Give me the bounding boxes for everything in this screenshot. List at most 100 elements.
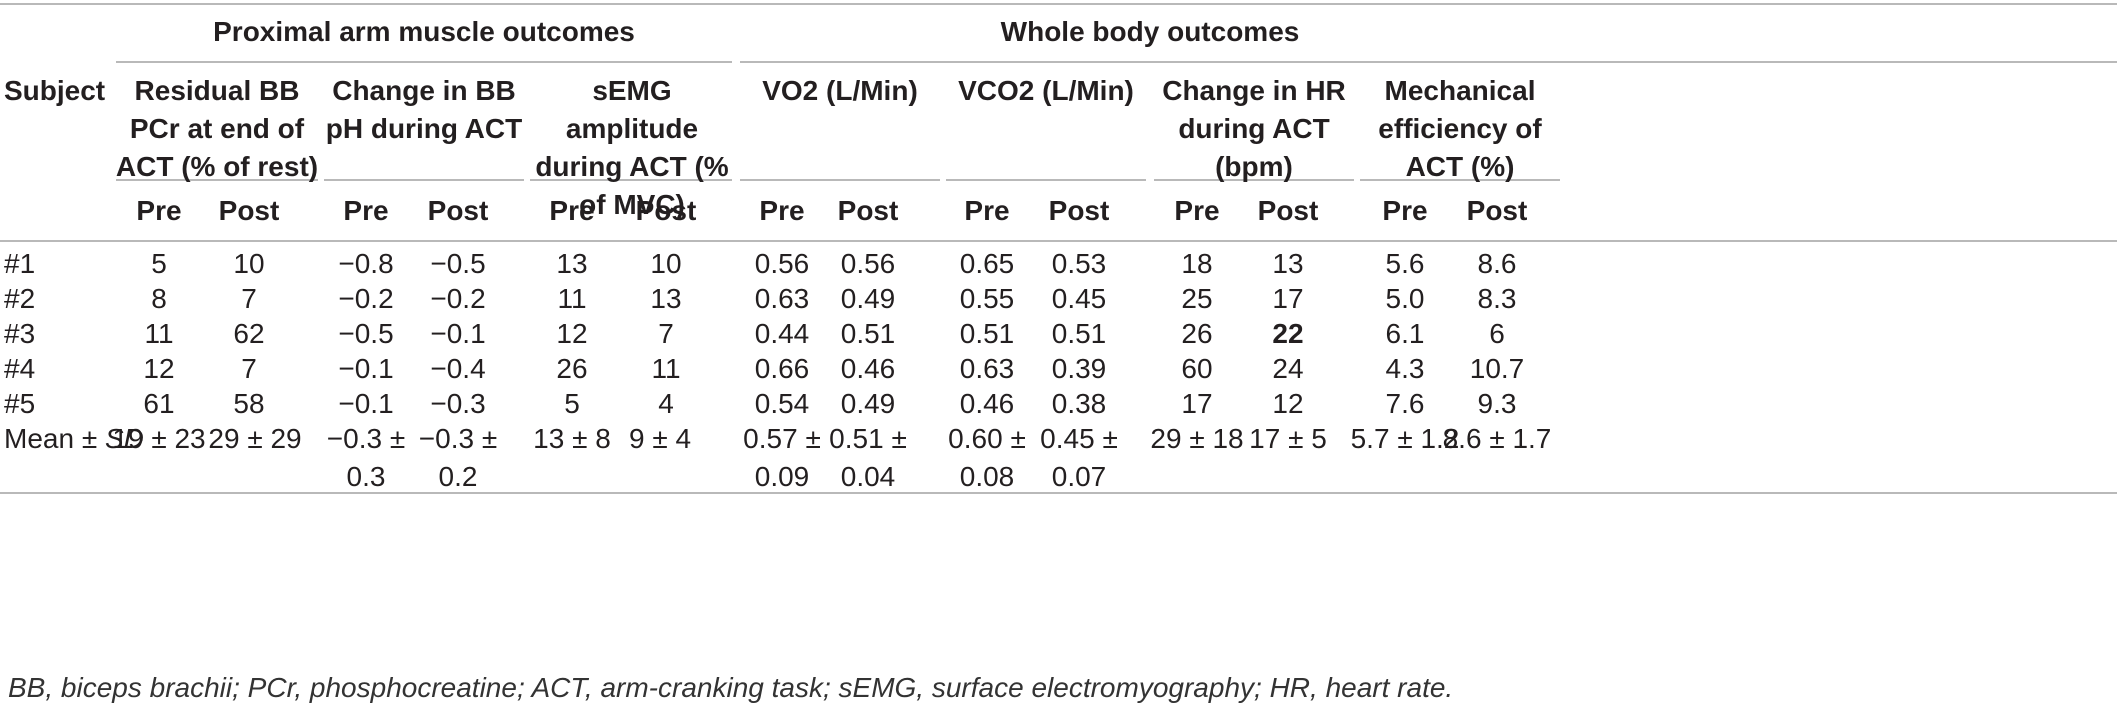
mean-cell-line: 29 ± 29 (208, 423, 302, 454)
mean-cell-line: 0.51 ± (829, 423, 907, 454)
value-cell: 13 (556, 248, 588, 279)
mean-cell-line: 17 ± 5 (1249, 423, 1327, 454)
mean-cell: 9 ± 4 (629, 420, 691, 458)
value-cell: 60 (1181, 353, 1213, 384)
mean-cell-line: 29 ± 18 (1150, 423, 1244, 454)
mean-cell-line: 9 ± 4 (628, 423, 692, 454)
mean-cell: 29 ± 29 (208, 420, 301, 458)
value-cell: 10.7 (1469, 353, 1525, 384)
mean-cell-line: 0.08 (959, 461, 1015, 492)
subject-header: Subject (4, 75, 106, 106)
value-cell: 0.66 (754, 353, 810, 384)
value-cell: 0.51 (959, 318, 1015, 349)
value-cell: −0.3 (430, 388, 486, 419)
mean-cell-line: 13 ± 8 (533, 423, 611, 454)
group-header-whole: Whole body outcomes (1000, 16, 1300, 47)
col-underline-2 (324, 179, 524, 181)
pre-header: Pre (549, 195, 595, 226)
value-cell: 0.53 (1051, 248, 1107, 279)
value-cell: 12 (1272, 388, 1304, 419)
value-cell: 12 (143, 353, 175, 384)
value-cell: 5.6 (1385, 248, 1425, 279)
mean-cell: 17 ± 5 (1249, 420, 1327, 458)
pre-header: Pre (964, 195, 1010, 226)
col-underline-4 (740, 179, 940, 181)
value-cell: 61 (143, 388, 175, 419)
post-header: Post (1048, 195, 1110, 226)
mean-cell: 5.7 ± 1.2 (1351, 420, 1460, 458)
value-cell: 18 (1181, 248, 1213, 279)
mean-cell-line: 0.45 ± (1040, 423, 1118, 454)
value-cell: 5 (151, 248, 167, 279)
group-header-proximal: Proximal arm muscle outcomes (213, 16, 635, 47)
pre-header: Pre (136, 195, 182, 226)
value-cell: −0.5 (430, 248, 486, 279)
value-cell: 13 (1272, 248, 1304, 279)
mean-cell-line: 0.60 ± (948, 423, 1026, 454)
pre-header: Pre (759, 195, 805, 226)
value-cell: −0.4 (430, 353, 486, 384)
pre-header: Pre (1174, 195, 1220, 226)
mean-cell: 29 ± 18 (1150, 420, 1243, 458)
mean-cell: −0.3 ± 0.3 (327, 420, 405, 496)
value-cell: 62 (233, 318, 265, 349)
value-cell: 0.51 (840, 318, 896, 349)
value-cell: 6 (1489, 318, 1505, 349)
post-header: Post (427, 195, 489, 226)
value-cell: 8.3 (1477, 283, 1517, 314)
mean-cell: 0.51 ± 0.04 (829, 420, 907, 496)
mean-cell-line: 5.7 ± 1.2 (1350, 423, 1460, 454)
value-cell: 0.56 (754, 248, 810, 279)
pre-header: Pre (1382, 195, 1428, 226)
value-cell: 5 (564, 388, 580, 419)
value-cell: 0.38 (1051, 388, 1107, 419)
value-cell: 7 (658, 318, 674, 349)
value-cell: 0.56 (840, 248, 896, 279)
value-cell: −0.1 (338, 353, 394, 384)
value-cell: 9.3 (1477, 388, 1517, 419)
mean-cell-line: 8.6 ± 1.7 (1442, 423, 1552, 454)
mean-label-sd: SD (104, 423, 144, 454)
footnote: BB, biceps brachii; PCr, phosphocreatine… (8, 672, 1454, 703)
mean-cell-line: 0.57 ± (743, 423, 821, 454)
value-cell: 0.63 (959, 353, 1015, 384)
value-cell: 4 (658, 388, 674, 419)
value-cell: 0.49 (840, 283, 896, 314)
mean-label-prefix: Mean ± (4, 423, 105, 454)
mean-cell-line: 0.3 (346, 461, 386, 492)
value-cell: −0.1 (338, 388, 394, 419)
table-bottom-rule (0, 492, 2117, 494)
value-cell: 26 (1181, 318, 1213, 349)
col-underline-1 (116, 179, 318, 181)
post-header: Post (1466, 195, 1528, 226)
value-cell: 11 (557, 283, 587, 314)
mean-cell: 0.60 ± 0.08 (948, 420, 1026, 496)
value-cell: −0.1 (430, 318, 486, 349)
mean-cell-line: 0.07 (1051, 461, 1107, 492)
subject-cell: #1 (4, 248, 36, 279)
top-rule (0, 3, 2117, 5)
value-cell: 12 (556, 318, 588, 349)
value-cell: −0.2 (338, 283, 394, 314)
value-cell: 0.51 (1051, 318, 1107, 349)
post-header: Post (635, 195, 697, 226)
value-cell: 7 (241, 283, 257, 314)
value-cell: 0.63 (754, 283, 810, 314)
value-cell: 0.54 (754, 388, 810, 419)
pre-header: Pre (343, 195, 389, 226)
value-cell: 8 (151, 283, 167, 314)
value-cell: 17 (1272, 283, 1304, 314)
value-cell: 0.39 (1051, 353, 1107, 384)
value-cell: 6.1 (1385, 318, 1425, 349)
col-header-efficiency: Mechanical efficiency of ACT (%) (1378, 75, 1542, 182)
value-cell: 0.44 (754, 318, 810, 349)
value-cell: 10 (233, 248, 265, 279)
col-underline-5 (946, 179, 1146, 181)
col-header-semg: sEMG amplitude during ACT (% of MVC) (535, 75, 729, 220)
group-underline-whole (740, 61, 2117, 63)
value-cell: 17 (1181, 388, 1213, 419)
value-cell: 0.46 (959, 388, 1015, 419)
header-bottom-rule (0, 240, 2117, 242)
value-cell: 5.0 (1385, 283, 1425, 314)
